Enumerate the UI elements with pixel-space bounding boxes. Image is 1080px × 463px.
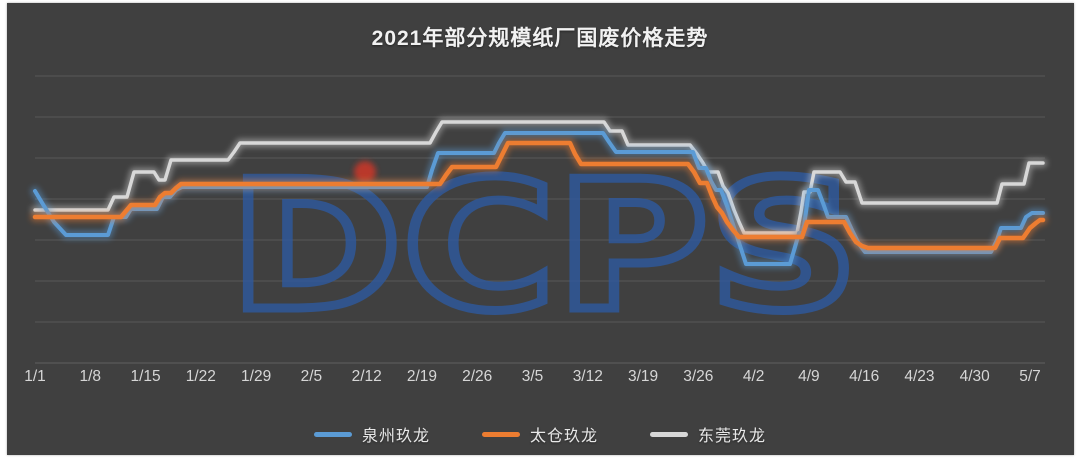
chart-legend: 泉州玖龙 太仓玖龙 东莞玖龙 [0, 422, 1080, 446]
legend-line-swatch [313, 431, 352, 437]
legend-line-swatch [481, 431, 520, 437]
x-axis-tick-label: 3/12 [573, 368, 603, 385]
x-axis-tick-label: 1/1 [24, 368, 46, 385]
x-axis-tick-label: 1/29 [241, 368, 271, 385]
legend-item-2[interactable]: 东莞玖龙 [650, 422, 766, 446]
chart-panel [7, 3, 1074, 455]
x-axis: 1/1 1/8 1/15 1/22 1/29 2/5 2/12 2/19 2/26 3/5 3/12… [24, 368, 1041, 385]
x-axis-tick-label: 2/5 [301, 368, 323, 385]
series-line-0 [33, 120, 1045, 235]
series-line-2 [32, 140, 1046, 251]
x-axis-tick-label: 4/2 [743, 368, 765, 385]
x-axis-tick-label: 3/19 [628, 368, 658, 385]
x-axis-tick-label: 5/7 [1019, 368, 1041, 385]
x-axis-tick-label: 4/30 [960, 368, 991, 385]
chart-title: 2021年部分规模纸厂国废价格走势 [371, 27, 709, 50]
watermark-text: DCPS [229, 143, 859, 350]
legend-item-1[interactable]: 太仓玖龙 [481, 422, 598, 446]
annotation-dot [354, 161, 376, 183]
x-axis-tick-label: 4/9 [798, 368, 820, 385]
legend-line-swatch [650, 431, 688, 437]
x-axis-tick-label: 1/22 [186, 368, 216, 385]
x-axis-tick-label: 4/16 [849, 368, 879, 385]
x-axis-tick-label: 4/23 [904, 368, 934, 385]
x-axis-tick-label: 1/15 [130, 368, 160, 385]
x-axis-tick-label: 3/26 [683, 368, 713, 385]
x-axis-tick-label: 2/26 [462, 368, 492, 385]
x-axis-tick-label: 2/19 [407, 368, 437, 385]
x-axis-tick-label: 2/12 [352, 368, 382, 385]
legend-label: 泉州玖龙 [361, 428, 430, 445]
x-axis-tick-label: 3/5 [522, 368, 544, 385]
gridlines [35, 75, 1045, 364]
x-axis-tick-label: 1/8 [79, 368, 101, 385]
legend-label: 东莞玖龙 [698, 428, 767, 445]
legend-item-0[interactable]: 泉州玖龙 [313, 422, 430, 446]
legend-label: 太仓玖龙 [529, 428, 598, 445]
